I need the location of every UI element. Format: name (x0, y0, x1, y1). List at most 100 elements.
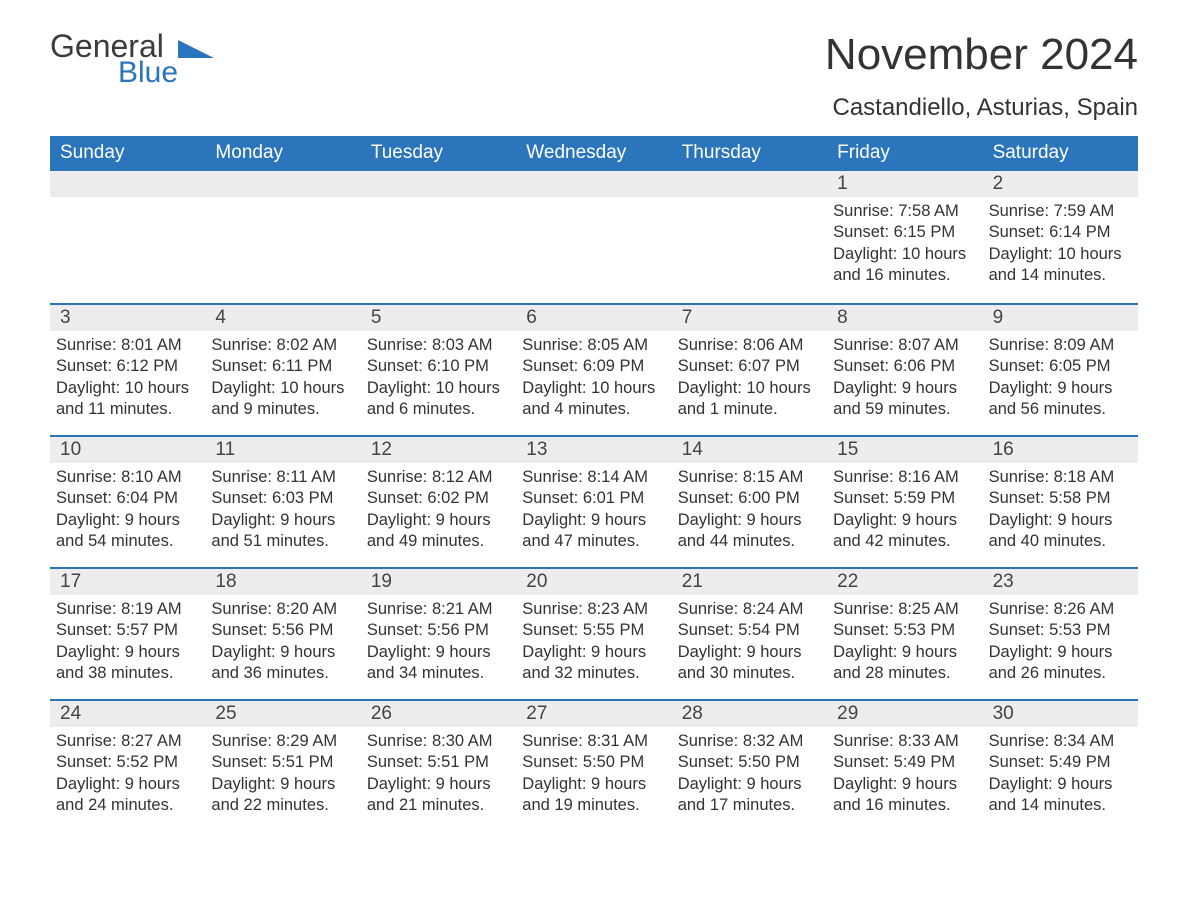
sunset-text: Sunset: 6:03 PM (211, 488, 354, 509)
sunrise-text: Sunrise: 8:18 AM (989, 467, 1132, 488)
daylight2-text: and 14 minutes. (989, 795, 1132, 816)
daylight2-text: and 49 minutes. (367, 531, 510, 552)
dow-monday: Monday (205, 136, 360, 171)
daylight2-text: and 34 minutes. (367, 663, 510, 684)
daylight1-text: Daylight: 9 hours (522, 510, 665, 531)
calendar-page: General Blue November 2024 Castandiello,… (0, 0, 1188, 871)
day-cell: 7 Sunrise: 8:06 AMSunset: 6:07 PMDaylight… (672, 305, 827, 435)
day-number-bar: 2 (983, 171, 1138, 197)
day-cell: 3Sunrise: 8:01 AMSunset: 6:12 PMDaylight… (50, 305, 205, 435)
day-details: Sunrise: 7:59 AMSunset: 6:14 PMDaylight:… (989, 201, 1132, 287)
day-details: Sunrise: 7:58 AMSunset: 6:15 PMDaylight:… (833, 201, 976, 287)
location-subtitle: Castandiello, Asturias, Spain (50, 94, 1138, 122)
day-details: Sunrise: 8:27 AMSunset: 5:52 PMDaylight:… (56, 731, 199, 817)
day-cell: 29Sunrise: 8:33 AMSunset: 5:49 PMDayligh… (827, 701, 982, 831)
day-number-bar: 7 (672, 305, 827, 331)
daylight2-text: and 26 minutes. (989, 663, 1132, 684)
sunset-text: Sunset: 5:51 PM (211, 752, 354, 773)
weeks-container: 1 Sunrise: 7:58 AMSunset: 6:15 PMDaylight… (50, 171, 1138, 831)
sunrise-text: Sunrise: 8:01 AM (56, 335, 199, 356)
daylight1-text: Daylight: 9 hours (211, 642, 354, 663)
sunset-text: Sunset: 5:50 PM (678, 752, 821, 773)
daylight2-text: and 51 minutes. (211, 531, 354, 552)
sunset-text: Sunset: 5:49 PM (989, 752, 1132, 773)
daylight2-text: and 42 minutes. (833, 531, 976, 552)
day-number: 24 (60, 703, 81, 724)
day-cell: 16Sunrise: 8:18 AMSunset: 5:58 PMDayligh… (983, 437, 1138, 567)
day-cell: 26 Sunrise: 8:30 AMSunset: 5:51 PMDayligh… (361, 701, 516, 831)
day-cell: 20 Sunrise: 8:23 AMSunset: 5:55 PMDayligh… (516, 569, 671, 699)
day-number-bar: 8 (827, 305, 982, 331)
day-number-bar: 1 (827, 171, 982, 197)
day-number: 1 (837, 173, 848, 194)
day-cell: 17Sunrise: 8:19 AMSunset: 5:57 PMDayligh… (50, 569, 205, 699)
dow-saturday: Saturday (983, 136, 1138, 171)
day-number: 26 (371, 703, 392, 724)
sunset-text: Sunset: 6:02 PM (367, 488, 510, 509)
sunset-text: Sunset: 5:52 PM (56, 752, 199, 773)
daylight2-text: and 6 minutes. (367, 399, 510, 420)
sunset-text: Sunset: 6:00 PM (678, 488, 821, 509)
sunset-text: Sunset: 5:50 PM (522, 752, 665, 773)
daylight2-text: and 14 minutes. (989, 265, 1132, 286)
logo-text: General Blue (50, 30, 178, 88)
sunset-text: Sunset: 6:04 PM (56, 488, 199, 509)
daylight2-text: and 9 minutes. (211, 399, 354, 420)
day-number: 3 (60, 307, 71, 328)
sunset-text: Sunset: 5:58 PM (989, 488, 1132, 509)
day-number: 19 (371, 571, 392, 592)
sunrise-text: Sunrise: 8:16 AM (833, 467, 976, 488)
day-number-bar: 4 (205, 305, 360, 331)
daylight2-text: and 16 minutes. (833, 265, 976, 286)
day-cell: 6Sunrise: 8:05 AMSunset: 6:09 PMDaylight… (516, 305, 671, 435)
daylight2-text: and 59 minutes. (833, 399, 976, 420)
daylight2-text: and 56 minutes. (989, 399, 1132, 420)
day-cell: 30Sunrise: 8:34 AMSunset: 5:49 PMDayligh… (983, 701, 1138, 831)
daylight2-text: and 47 minutes. (522, 531, 665, 552)
day-number: 13 (526, 439, 547, 460)
day-number-bar: 18 (205, 569, 360, 595)
sunrise-text: Sunrise: 8:05 AM (522, 335, 665, 356)
day-cell: 8Sunrise: 8:07 AMSunset: 6:06 PMDaylight… (827, 305, 982, 435)
sunset-text: Sunset: 6:01 PM (522, 488, 665, 509)
day-details: Sunrise: 8:18 AMSunset: 5:58 PMDaylight:… (989, 467, 1132, 553)
day-number-bar: 26 (361, 701, 516, 727)
day-details: Sunrise: 8:15 AMSunset: 6:00 PMDaylight:… (678, 467, 821, 553)
sunset-text: Sunset: 5:56 PM (211, 620, 354, 641)
day-details: Sunrise: 8:34 AMSunset: 5:49 PMDaylight:… (989, 731, 1132, 817)
day-number: 12 (371, 439, 392, 460)
sunrise-text: Sunrise: 8:24 AM (678, 599, 821, 620)
day-number: 8 (837, 307, 848, 328)
day-cell: 2 Sunrise: 7:59 AMSunset: 6:14 PMDaylight… (983, 171, 1138, 303)
page-title: November 2024 (825, 30, 1138, 80)
day-number: 29 (837, 703, 858, 724)
day-number: 9 (993, 307, 1004, 328)
daylight1-text: Daylight: 10 hours (833, 244, 976, 265)
sunrise-text: Sunrise: 8:02 AM (211, 335, 354, 356)
sunset-text: Sunset: 5:59 PM (833, 488, 976, 509)
day-number-bar: 20 (516, 569, 671, 595)
day-details: Sunrise: 8:06 AMSunset: 6:07 PMDaylight:… (678, 335, 821, 421)
day-number-bar: 19 (361, 569, 516, 595)
day-number: 7 (682, 307, 693, 328)
day-cell: 9Sunrise: 8:09 AMSunset: 6:05 PMDaylight… (983, 305, 1138, 435)
daylight1-text: Daylight: 9 hours (56, 774, 199, 795)
daylight1-text: Daylight: 10 hours (678, 378, 821, 399)
sunrise-text: Sunrise: 8:23 AM (522, 599, 665, 620)
day-details: Sunrise: 8:30 AMSunset: 5:51 PMDaylight:… (367, 731, 510, 817)
logo-blue: Blue (118, 58, 178, 88)
week-row: 10Sunrise: 8:10 AMSunset: 6:04 PMDayligh… (50, 435, 1138, 567)
day-number-bar (672, 171, 827, 197)
daylight2-text: and 17 minutes. (678, 795, 821, 816)
day-number: 21 (682, 571, 703, 592)
day-cell: 5Sunrise: 8:03 AMSunset: 6:10 PMDaylight… (361, 305, 516, 435)
daylight2-text: and 16 minutes. (833, 795, 976, 816)
day-cell: 10Sunrise: 8:10 AMSunset: 6:04 PMDayligh… (50, 437, 205, 567)
day-cell: 1 Sunrise: 7:58 AMSunset: 6:15 PMDaylight… (827, 171, 982, 303)
day-details: Sunrise: 8:23 AMSunset: 5:55 PMDaylight:… (522, 599, 665, 685)
week-row: 3Sunrise: 8:01 AMSunset: 6:12 PMDaylight… (50, 303, 1138, 435)
empty-day (672, 171, 827, 303)
daylight1-text: Daylight: 10 hours (989, 244, 1132, 265)
sunrise-text: Sunrise: 8:07 AM (833, 335, 976, 356)
daylight1-text: Daylight: 9 hours (367, 510, 510, 531)
